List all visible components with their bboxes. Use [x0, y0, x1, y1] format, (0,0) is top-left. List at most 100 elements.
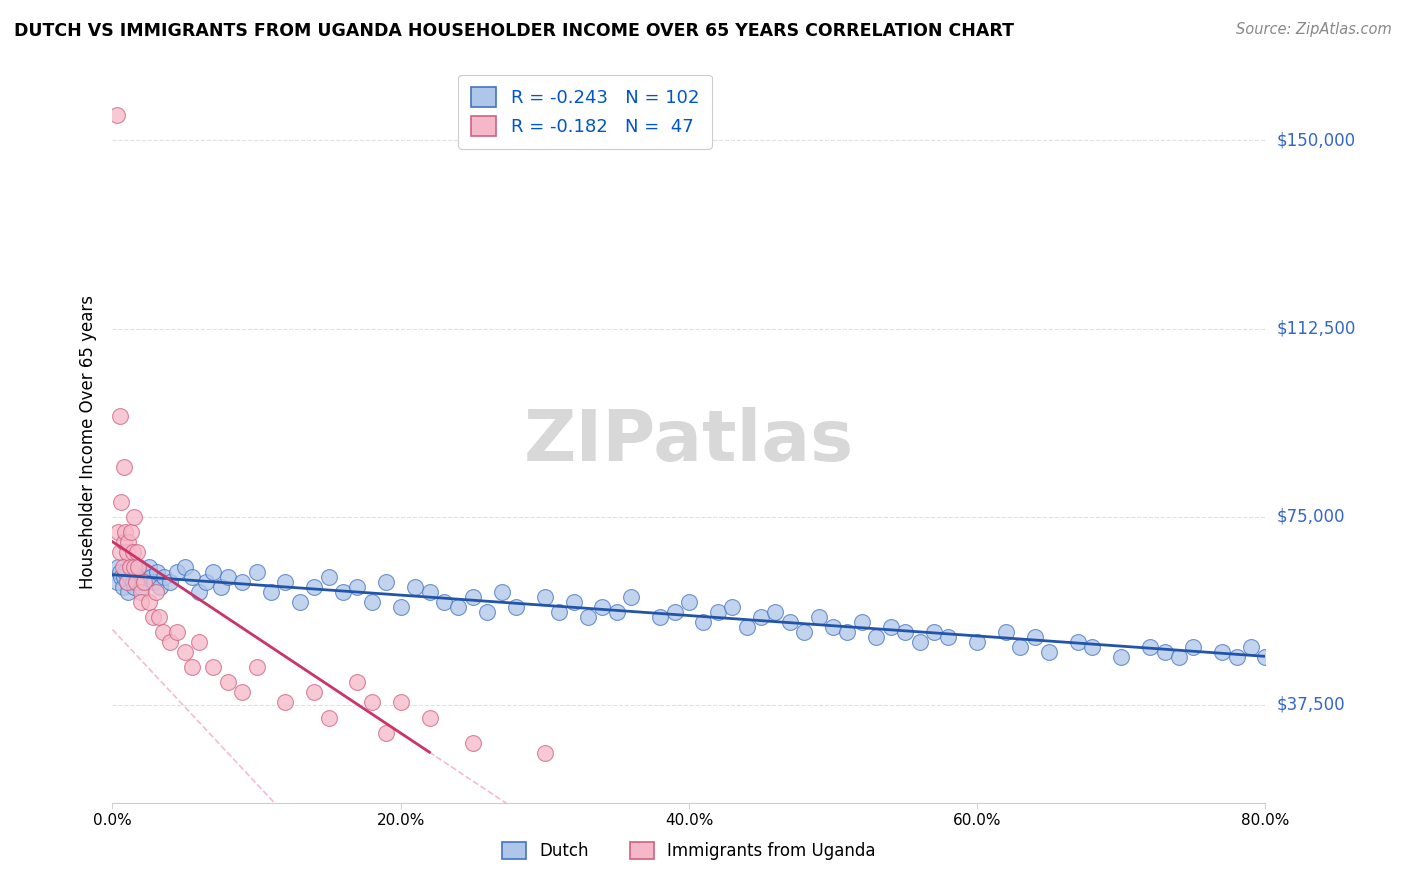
- Point: [110, 494, 132, 508]
- Point: [274, 574, 297, 589]
- Point: [765, 605, 787, 619]
- Point: [145, 585, 167, 599]
- Point: [231, 685, 253, 699]
- Text: $37,500: $37,500: [1277, 696, 1346, 714]
- Point: [389, 696, 412, 710]
- Point: [115, 574, 138, 589]
- Point: [650, 610, 672, 624]
- Point: [195, 574, 218, 589]
- Point: [606, 605, 628, 619]
- Point: [112, 570, 135, 584]
- Point: [141, 570, 163, 584]
- Point: [118, 560, 141, 574]
- Point: [121, 574, 143, 589]
- Point: [318, 710, 340, 724]
- Point: [105, 108, 128, 122]
- Point: [1111, 650, 1133, 665]
- Point: [209, 580, 232, 594]
- Point: [180, 570, 202, 584]
- Point: [880, 620, 903, 634]
- Text: Source: ZipAtlas.com: Source: ZipAtlas.com: [1236, 22, 1392, 37]
- Point: [318, 570, 340, 584]
- Point: [117, 534, 139, 549]
- Point: [114, 565, 136, 579]
- Point: [173, 645, 195, 659]
- Point: [1139, 640, 1161, 655]
- Point: [346, 580, 368, 594]
- Point: [159, 635, 181, 649]
- Point: [188, 585, 211, 599]
- Point: [105, 574, 128, 589]
- Point: [153, 570, 176, 584]
- Point: [114, 524, 136, 539]
- Point: [938, 630, 960, 644]
- Point: [620, 590, 643, 604]
- Point: [122, 560, 145, 574]
- Point: [966, 635, 988, 649]
- Point: [148, 610, 170, 624]
- Point: [1168, 650, 1191, 665]
- Point: [110, 570, 132, 584]
- Point: [346, 675, 368, 690]
- Point: [735, 620, 758, 634]
- Point: [128, 574, 150, 589]
- Point: [146, 565, 169, 579]
- Point: [1153, 645, 1175, 659]
- Point: [125, 545, 148, 559]
- Point: [115, 545, 138, 559]
- Point: [749, 610, 772, 624]
- Point: [1284, 640, 1306, 655]
- Point: [142, 610, 165, 624]
- Point: [1268, 645, 1291, 659]
- Point: [127, 560, 149, 574]
- Point: [117, 585, 139, 599]
- Point: [166, 625, 188, 640]
- Point: [288, 595, 311, 609]
- Point: [865, 630, 887, 644]
- Point: [125, 565, 148, 579]
- Point: [246, 660, 269, 674]
- Point: [576, 610, 599, 624]
- Point: [115, 574, 138, 589]
- Text: DUTCH VS IMMIGRANTS FROM UGANDA HOUSEHOLDER INCOME OVER 65 YEARS CORRELATION CHA: DUTCH VS IMMIGRANTS FROM UGANDA HOUSEHOL…: [14, 22, 1014, 40]
- Point: [375, 574, 398, 589]
- Point: [361, 696, 384, 710]
- Point: [107, 524, 129, 539]
- Point: [1254, 650, 1277, 665]
- Point: [122, 509, 145, 524]
- Point: [707, 605, 730, 619]
- Point: [419, 710, 441, 724]
- Point: [404, 580, 426, 594]
- Point: [1038, 645, 1060, 659]
- Point: [477, 605, 499, 619]
- Point: [678, 595, 700, 609]
- Point: [217, 675, 239, 690]
- Point: [108, 545, 131, 559]
- Point: [149, 580, 172, 594]
- Point: [138, 595, 160, 609]
- Point: [692, 615, 714, 630]
- Point: [534, 746, 557, 760]
- Point: [246, 565, 269, 579]
- Point: [159, 574, 181, 589]
- Point: [894, 625, 917, 640]
- Point: [779, 615, 801, 630]
- Point: [807, 610, 830, 624]
- Point: [274, 696, 297, 710]
- Point: [1024, 630, 1046, 644]
- Point: [260, 585, 283, 599]
- Point: [491, 585, 513, 599]
- Point: [389, 600, 412, 615]
- Point: [375, 725, 398, 739]
- Point: [433, 595, 456, 609]
- Point: [548, 605, 571, 619]
- Point: [1010, 640, 1032, 655]
- Text: $75,000: $75,000: [1277, 508, 1346, 525]
- Text: $150,000: $150,000: [1277, 131, 1355, 150]
- Point: [461, 590, 484, 604]
- Point: [138, 560, 160, 574]
- Point: [127, 560, 149, 574]
- Point: [592, 600, 614, 615]
- Point: [108, 565, 131, 579]
- Point: [1182, 640, 1205, 655]
